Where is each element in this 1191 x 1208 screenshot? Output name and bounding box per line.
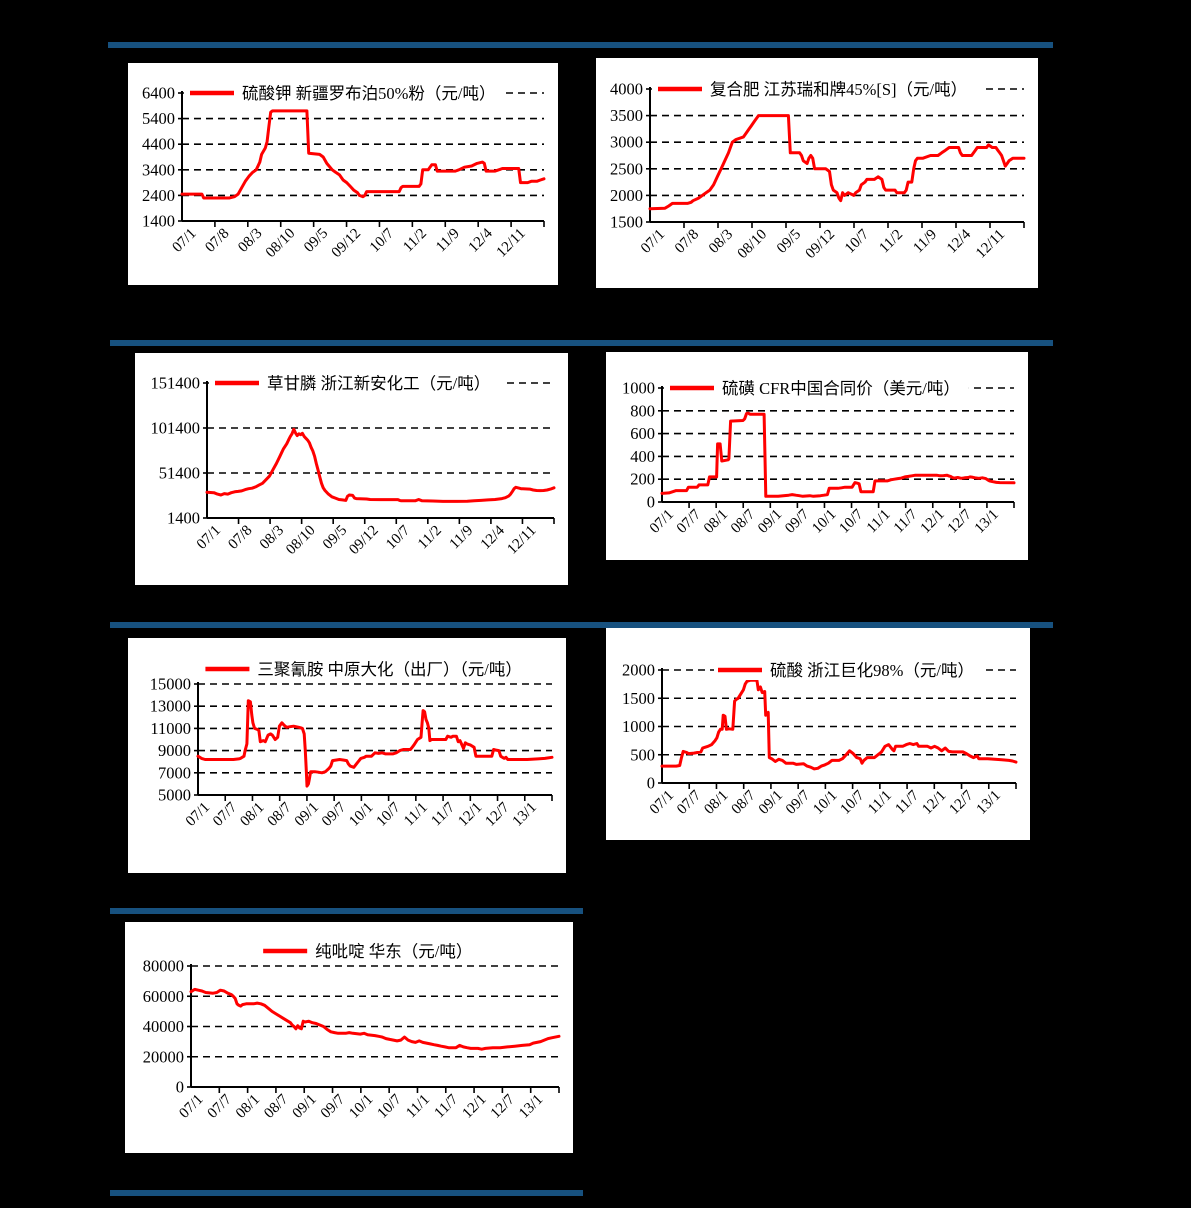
svg-text:硫磺 CFR中国合同价（美元/吨）: 硫磺 CFR中国合同价（美元/吨） — [722, 379, 960, 398]
svg-text:15000: 15000 — [150, 675, 191, 694]
svg-text:20000: 20000 — [143, 1047, 184, 1066]
svg-text:2400: 2400 — [142, 186, 175, 205]
svg-text:4000: 4000 — [610, 80, 643, 99]
svg-text:草甘膦 浙江新安化工（元/吨）: 草甘膦 浙江新安化工（元/吨） — [267, 374, 490, 393]
svg-text:4400: 4400 — [142, 135, 175, 154]
chart-canvas: 050010001500200007/107/708/108/709/109/7… — [606, 628, 1030, 840]
svg-text:0: 0 — [176, 1078, 184, 1097]
svg-text:151400: 151400 — [151, 374, 201, 393]
svg-text:5000: 5000 — [158, 786, 191, 805]
svg-text:9000: 9000 — [158, 741, 191, 760]
chart-glyphosate: 1400 51400 101400 151400 07/1 07/8 08/3 08/10 09… — [135, 353, 568, 585]
svg-text:13000: 13000 — [150, 697, 191, 716]
svg-text:3000: 3000 — [610, 133, 643, 152]
svg-text:800: 800 — [630, 401, 655, 420]
chart-compound-fertilizer: 1500 2000 2500 3000 3500 4000 07/1 07/8 08/3 08/1… — [596, 58, 1038, 288]
svg-text:600: 600 — [630, 424, 655, 443]
svg-text:1400: 1400 — [167, 509, 200, 528]
svg-text:500: 500 — [630, 745, 655, 764]
chart-sulfuric-acid: 0 500 1000 1500 2000 07/1 07/7 08/1 08/7 09/1 09/7… — [606, 628, 1030, 840]
svg-text:2500: 2500 — [610, 159, 643, 178]
svg-text:200: 200 — [630, 470, 655, 489]
svg-text:纯吡啶 华东（元/吨）: 纯吡啶 华东（元/吨） — [315, 942, 472, 961]
section-divider — [110, 908, 583, 914]
svg-text:1000: 1000 — [622, 379, 655, 398]
svg-text:1000: 1000 — [622, 717, 655, 736]
svg-text:硫酸 浙江巨化98%（元/吨）: 硫酸 浙江巨化98%（元/吨） — [770, 661, 974, 680]
svg-text:三聚氰胺 中原大化（出厂）（元/吨）: 三聚氰胺 中原大化（出厂）（元/吨） — [257, 660, 521, 679]
chart-melamine: 5000 7000 9000 11000 13000 15000 07/1 07/7 08/1 0… — [128, 638, 566, 873]
svg-text:5400: 5400 — [142, 109, 175, 128]
svg-text:51400: 51400 — [159, 464, 200, 483]
chart-canvas: 02000040000600008000007/107/708/108/709/… — [125, 922, 573, 1153]
svg-text:60000: 60000 — [143, 987, 184, 1006]
section-divider — [110, 340, 1053, 346]
chart-canvas: 50007000900011000130001500007/107/708/10… — [128, 638, 566, 873]
svg-text:7000: 7000 — [158, 763, 191, 782]
section-divider — [108, 42, 1053, 48]
chart-sulfur-cfr: 0 200 400 600 800 1000 07/1 07/7 08/1 08/7 09/1 09/… — [606, 352, 1028, 560]
svg-text:3500: 3500 — [610, 106, 643, 125]
chart-pyridine: 0 20000 40000 60000 80000 07/1 07/7 08/1 08/7 09/… — [125, 922, 573, 1153]
section-divider — [110, 622, 1053, 628]
svg-text:硫酸钾 新疆罗布泊50%粉（元/吨）: 硫酸钾 新疆罗布泊50%粉（元/吨） — [242, 84, 495, 103]
svg-text:11000: 11000 — [150, 719, 191, 738]
svg-text:0: 0 — [647, 774, 655, 793]
svg-text:2000: 2000 — [622, 661, 655, 680]
svg-text:1400: 1400 — [142, 212, 175, 231]
svg-text:400: 400 — [630, 447, 655, 466]
svg-text:40000: 40000 — [143, 1017, 184, 1036]
svg-text:1500: 1500 — [622, 689, 655, 708]
section-divider — [110, 1190, 583, 1196]
svg-text:0: 0 — [647, 493, 655, 512]
chart-potassium-sulfate: 1400 2400 3400 4400 5400 6400 07/1 07/8 08/3 08/1… — [128, 63, 558, 285]
svg-text:3400: 3400 — [142, 160, 175, 179]
svg-text:101400: 101400 — [151, 419, 201, 438]
svg-text:2000: 2000 — [610, 186, 643, 205]
svg-text:80000: 80000 — [143, 957, 184, 976]
chart-canvas: 0200400600800100007/107/708/108/709/109/… — [606, 352, 1028, 560]
svg-text:6400: 6400 — [142, 84, 175, 103]
svg-text:1500: 1500 — [610, 213, 643, 232]
svg-text:复合肥 江苏瑞和牌45%[S]（元/吨）: 复合肥 江苏瑞和牌45%[S]（元/吨） — [710, 80, 967, 99]
